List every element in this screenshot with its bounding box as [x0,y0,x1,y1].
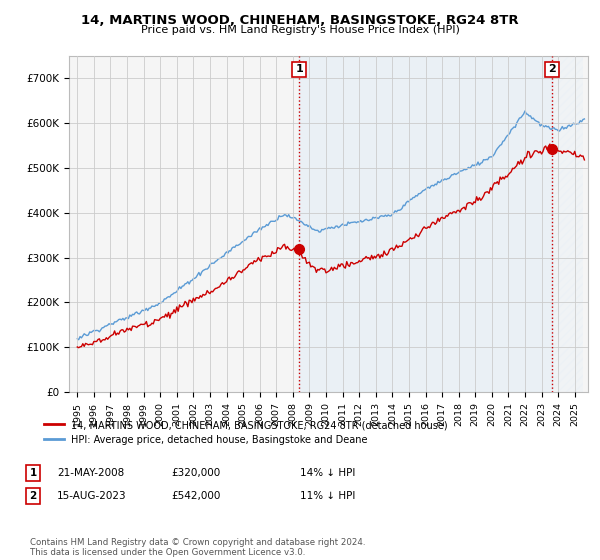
Text: £542,000: £542,000 [171,491,220,501]
Text: 1: 1 [295,64,303,74]
Bar [299,56,552,392]
Text: 2: 2 [29,491,37,501]
Text: 2: 2 [548,64,556,74]
Text: £320,000: £320,000 [171,468,220,478]
Text: 1: 1 [29,468,37,478]
Text: 15-AUG-2023: 15-AUG-2023 [57,491,127,501]
Legend: 14, MARTINS WOOD, CHINEHAM, BASINGSTOKE, RG24 8TR (detached house), HPI: Average: 14, MARTINS WOOD, CHINEHAM, BASINGSTOKE,… [40,416,452,449]
Bar [552,56,583,392]
Text: Contains HM Land Registry data © Crown copyright and database right 2024.
This d: Contains HM Land Registry data © Crown c… [30,538,365,557]
Text: 21-MAY-2008: 21-MAY-2008 [57,468,124,478]
Text: 14, MARTINS WOOD, CHINEHAM, BASINGSTOKE, RG24 8TR: 14, MARTINS WOOD, CHINEHAM, BASINGSTOKE,… [81,14,519,27]
Text: Price paid vs. HM Land Registry's House Price Index (HPI): Price paid vs. HM Land Registry's House … [140,25,460,35]
Text: 14% ↓ HPI: 14% ↓ HPI [300,468,355,478]
Text: 11% ↓ HPI: 11% ↓ HPI [300,491,355,501]
